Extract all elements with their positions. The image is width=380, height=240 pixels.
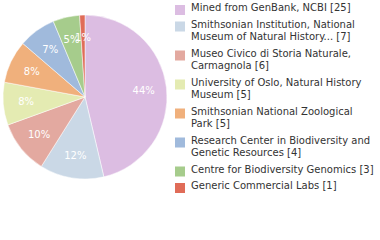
- pie-slice: [80, 15, 85, 97]
- legend-swatch: [175, 167, 185, 177]
- legend-label-line: Smithsonian National Zoological: [191, 106, 353, 117]
- legend-swatch: [175, 80, 185, 90]
- pie: [3, 15, 167, 179]
- data-label: 1%: [75, 32, 91, 43]
- legend-swatch: [175, 109, 185, 119]
- legend-label: Smithsonian Institution, NationalMuseum …: [191, 19, 355, 43]
- legend-label: Centre for Biodiversity Genomics [3]: [191, 164, 374, 175]
- legend-label-line: Generic Commercial Labs [1]: [191, 180, 337, 191]
- legend-swatch: [175, 22, 185, 32]
- legend: Mined from GenBank, NCBI [25] Smithsonian…: [175, 2, 374, 193]
- legend-swatch: [175, 138, 185, 148]
- data-label: 12%: [64, 150, 86, 161]
- data-label: 8%: [24, 66, 40, 77]
- legend-swatch: [175, 5, 185, 15]
- legend-swatch: [175, 183, 185, 193]
- legend-label-line: University of Oslo, Natural History: [191, 77, 361, 88]
- legend-label-line: Centre for Biodiversity Genomics [3]: [191, 164, 374, 175]
- legend-item: University of Oslo, Natural HistoryMuseu…: [175, 77, 361, 101]
- legend-item: Mined from GenBank, NCBI [25]: [175, 2, 351, 15]
- legend-label: Research Center in Biodiversity andGenet…: [191, 135, 370, 159]
- legend-item: Smithsonian National ZoologicalPark [5]: [175, 106, 353, 130]
- legend-item: Generic Commercial Labs [1]: [175, 180, 337, 193]
- legend-swatch: [175, 51, 185, 61]
- legend-label: University of Oslo, Natural HistoryMuseu…: [191, 77, 361, 101]
- legend-label-line: Museum [5]: [191, 89, 251, 100]
- data-labels: 44%12%10%8%8%7%5%1%: [18, 32, 155, 160]
- legend-label: Museo Civico di Storia Naturale,Carmagno…: [191, 48, 351, 72]
- legend-label-line: Genetic Resources [4]: [191, 147, 301, 158]
- legend-label-line: Mined from GenBank, NCBI [25]: [191, 2, 351, 13]
- data-label: 44%: [133, 85, 155, 96]
- legend-label: Generic Commercial Labs [1]: [191, 180, 337, 191]
- data-label: 8%: [18, 96, 34, 107]
- pie-slice: [53, 15, 85, 97]
- legend-label: Smithsonian National ZoologicalPark [5]: [191, 106, 353, 130]
- legend-label-line: Museum of Natural History... [7]: [191, 31, 351, 42]
- data-label: 7%: [42, 44, 58, 55]
- legend-label-line: Research Center in Biodiversity and: [191, 135, 370, 146]
- legend-label-line: Museo Civico di Storia Naturale,: [191, 48, 351, 59]
- data-label: 10%: [28, 129, 50, 140]
- legend-item: Smithsonian Institution, NationalMuseum …: [175, 19, 355, 43]
- legend-item: Museo Civico di Storia Naturale,Carmagno…: [175, 48, 351, 72]
- legend-label: Mined from GenBank, NCBI [25]: [191, 2, 351, 13]
- legend-label-line: Smithsonian Institution, National: [191, 19, 355, 30]
- legend-item: Centre for Biodiversity Genomics [3]: [175, 164, 374, 177]
- legend-item: Research Center in Biodiversity andGenet…: [175, 135, 370, 159]
- legend-label-line: Carmagnola [6]: [191, 60, 269, 71]
- chart: 44%12%10%8%8%7%5%1%Mined from GenBank, N…: [0, 0, 380, 240]
- legend-label-line: Park [5]: [191, 118, 230, 129]
